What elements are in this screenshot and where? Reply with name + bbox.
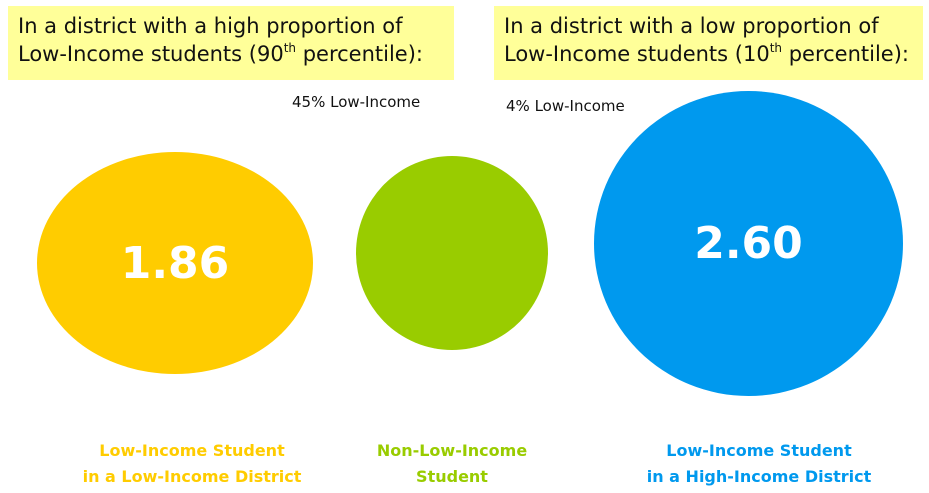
callout-high-line2-end: percentile): — [296, 42, 423, 66]
caption-non-low-line2: Student — [416, 467, 488, 486]
caption-low-income-in-low-income-district: Low-Income Student in a Low-Income Distr… — [40, 438, 344, 490]
callout-high-line2-start: Low-Income students (90 — [18, 42, 284, 66]
bubble-low-income-in-low-income-district: 1.86 — [37, 152, 313, 374]
caption-low-district-line1: Low-Income Student — [99, 441, 285, 460]
caption-non-low-line1: Non-Low-Income — [376, 441, 528, 460]
caption-low-income-in-high-income-district: Low-Income Student in a High-Income Dist… — [604, 438, 914, 490]
percent-label-low-district: 4% Low-Income — [506, 97, 625, 115]
callout-high-ordinal-suffix: th — [283, 41, 297, 55]
callout-low-proportion: In a district with a low proportion of L… — [494, 6, 923, 80]
callout-low-line2: Low-Income students (10th percentile): — [504, 40, 913, 68]
callout-high-line2: Low-Income students (90th percentile): — [18, 40, 444, 68]
callout-high-proportion: In a district with a high proportion of … — [8, 6, 454, 80]
caption-non-low-income-student: Non-Low-Income Student — [352, 438, 552, 490]
bubble-low-income-in-high-income-district: 2.60 — [594, 91, 903, 396]
callout-low-ordinal-suffix: th — [769, 41, 783, 55]
bubble-value-high-district: 2.60 — [694, 218, 803, 269]
caption-high-district-line2: in a High-Income District — [646, 467, 872, 486]
callout-high-line1: In a district with a high proportion of — [18, 14, 403, 38]
callout-low-line2-start: Low-Income students (10 — [504, 42, 770, 66]
bubble-non-low-income-student — [356, 156, 548, 350]
callout-low-line1: In a district with a low proportion of — [504, 14, 879, 38]
bubble-value-low-district: 1.86 — [120, 237, 230, 289]
caption-high-district-line1: Low-Income Student — [666, 441, 852, 460]
callout-low-line2-end: percentile): — [782, 42, 909, 66]
caption-low-district-line2: in a Low-Income District — [82, 467, 302, 486]
percent-label-high-district: 45% Low-Income — [292, 93, 421, 111]
